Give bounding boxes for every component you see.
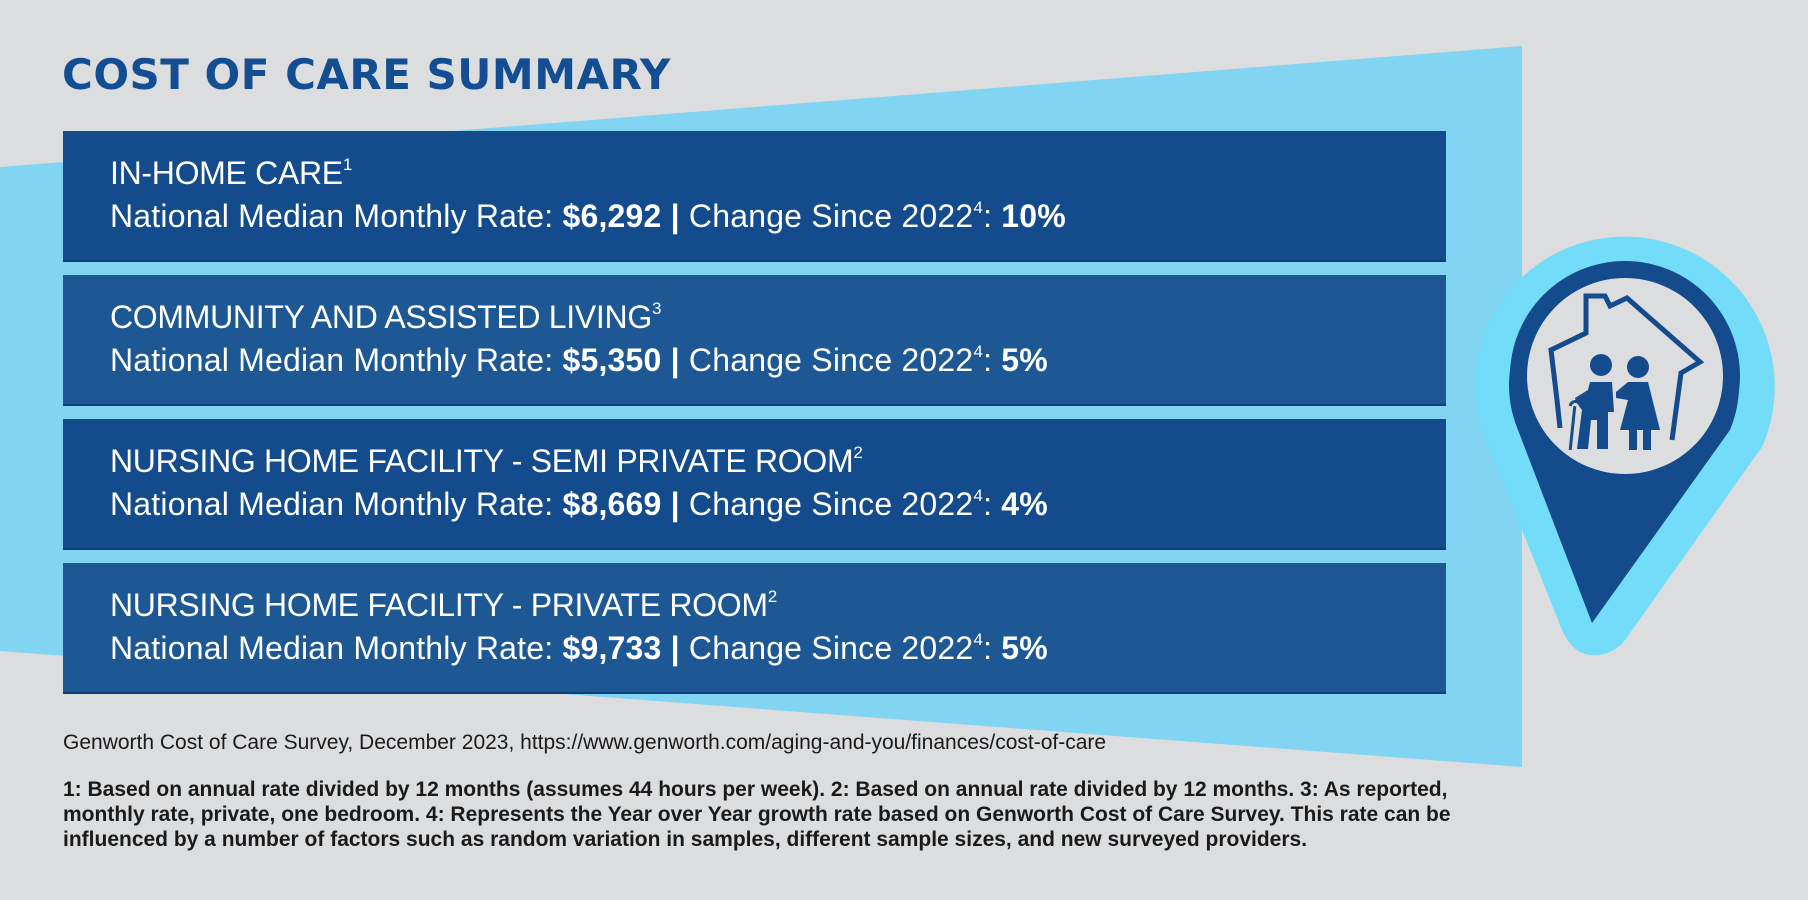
separator: | <box>670 342 680 378</box>
footnote-marker: 4 <box>973 486 984 505</box>
footnote-marker: 1 <box>342 155 353 174</box>
card-nursing-semi-private: NURSING HOME FACILITY - SEMI PRIVATE ROO… <box>63 419 1446 550</box>
footnote-marker: 4 <box>973 198 984 217</box>
card-community-assisted-living: COMMUNITY AND ASSISTED LIVING3 National … <box>63 275 1446 406</box>
change-value: 10% <box>1001 198 1066 234</box>
footnote-line: monthly rate, private, one bedroom. 4: R… <box>63 803 1451 826</box>
change-label: Change Since 2022 <box>688 342 974 378</box>
cost-cards: IN-HOME CARE1 National Median Monthly Ra… <box>63 131 1446 707</box>
footnote-marker: 2 <box>767 587 777 606</box>
source-citation: Genworth Cost of Care Survey, December 2… <box>63 731 1107 754</box>
change-label: Change Since 2022 <box>688 630 974 666</box>
footnote-marker: 2 <box>853 443 863 462</box>
rate-label: National Median Monthly Rate: <box>110 342 554 378</box>
rate-label: National Median Monthly Rate: <box>110 486 554 522</box>
footnotes: 1: Based on annual rate divided by 12 mo… <box>63 777 1763 852</box>
rate-label: National Median Monthly Rate: <box>110 630 554 666</box>
card-title: IN-HOME CARE <box>110 155 343 191</box>
separator: | <box>670 198 680 234</box>
card-title: NURSING HOME FACILITY - SEMI PRIVATE ROO… <box>110 443 854 479</box>
card-rate-line: National Median Monthly Rate: $9,733 | C… <box>110 630 1048 666</box>
card-heading: COMMUNITY AND ASSISTED LIVING3 <box>110 297 1446 337</box>
card-rate-line: National Median Monthly Rate: $8,669 | C… <box>110 486 1048 522</box>
change-label: Change Since 2022 <box>688 486 974 522</box>
rate-value: $5,350 <box>562 342 662 378</box>
footnote-marker: 3 <box>651 299 662 318</box>
footnote-marker: 4 <box>973 342 984 361</box>
separator: | <box>670 486 680 522</box>
elderly-woman-icon <box>1616 356 1660 450</box>
card-nursing-private: NURSING HOME FACILITY - PRIVATE ROOM2 Na… <box>63 563 1446 694</box>
card-title: NURSING HOME FACILITY - PRIVATE ROOM <box>110 587 768 623</box>
card-in-home-care: IN-HOME CARE1 National Median Monthly Ra… <box>63 131 1446 262</box>
card-rate-line: National Median Monthly Rate: $6,292 | C… <box>110 198 1066 234</box>
card-heading: NURSING HOME FACILITY - PRIVATE ROOM2 <box>110 585 1446 625</box>
elderly-man-icon <box>1568 354 1614 451</box>
change-label: Change Since 2022 <box>688 198 974 234</box>
page-title: COST OF CARE SUMMARY <box>62 50 671 99</box>
senior-home-location-pin-icon <box>1475 236 1775 656</box>
house-icon <box>1548 293 1705 441</box>
card-heading: IN-HOME CARE1 <box>110 153 1446 193</box>
card-heading: NURSING HOME FACILITY - SEMI PRIVATE ROO… <box>110 441 1446 481</box>
card-rate-line: National Median Monthly Rate: $5,350 | C… <box>110 342 1048 378</box>
change-value: 4% <box>1001 486 1048 522</box>
footnote-line: influenced by a number of factors such a… <box>63 828 1308 851</box>
rate-label: National Median Monthly Rate: <box>110 198 554 234</box>
footnote-line: 1: Based on annual rate divided by 12 mo… <box>63 778 1448 801</box>
rate-value: $9,733 <box>562 630 662 666</box>
footnote-marker: 4 <box>973 630 984 649</box>
rate-value: $6,292 <box>562 198 662 234</box>
change-value: 5% <box>1001 630 1048 666</box>
separator: | <box>670 630 680 666</box>
change-value: 5% <box>1001 342 1048 378</box>
card-title: COMMUNITY AND ASSISTED LIVING <box>110 299 652 335</box>
rate-value: $8,669 <box>562 486 662 522</box>
